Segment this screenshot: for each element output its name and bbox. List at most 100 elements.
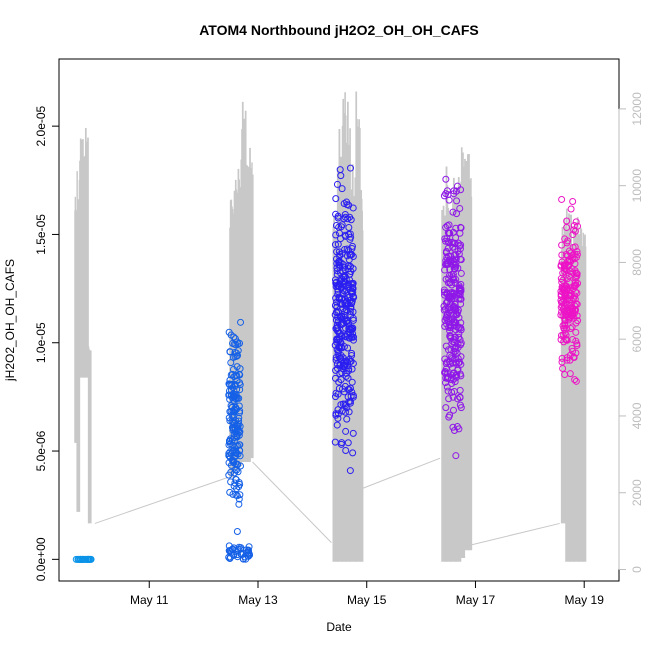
data-point [234, 468, 242, 476]
data-point [226, 376, 234, 384]
data-point [447, 353, 455, 361]
data-point [456, 255, 464, 263]
data-point [333, 309, 341, 317]
data-point [449, 406, 457, 414]
data-point [236, 386, 244, 394]
data-point [455, 294, 463, 302]
data-point [568, 345, 576, 353]
right-tick-label: 6000 [630, 326, 644, 353]
data-point [342, 302, 350, 310]
data-point [445, 221, 453, 229]
altitude-burst [560, 218, 567, 524]
data-point [227, 468, 235, 476]
data-point [331, 241, 339, 249]
data-point [231, 390, 239, 398]
data-point [561, 261, 569, 269]
data-point [452, 187, 460, 195]
data-point [444, 244, 452, 252]
data-point [457, 241, 465, 249]
data-point [336, 313, 344, 321]
data-point [345, 246, 353, 254]
data-point [565, 247, 573, 255]
altitude-line [94, 476, 229, 524]
altitude-burst [468, 153, 473, 551]
data-point [228, 417, 236, 425]
data-point [443, 383, 451, 391]
data-point [233, 527, 241, 535]
data-point [456, 286, 464, 294]
altitude-burst [565, 208, 571, 562]
x-tick-label: May 15 [347, 593, 387, 607]
data-point [457, 269, 465, 277]
data-point [332, 356, 340, 364]
data-point [335, 229, 343, 237]
data-point [232, 491, 240, 499]
data-point [231, 407, 239, 415]
data-point [229, 419, 237, 427]
data-point [453, 197, 461, 205]
data-point [564, 311, 572, 319]
data-point [345, 224, 353, 232]
data-point [569, 336, 577, 344]
data-point [562, 331, 570, 339]
data-point [444, 238, 452, 246]
data-point [568, 323, 576, 331]
data-point [334, 390, 342, 398]
data-point [228, 370, 236, 378]
data-point [452, 309, 460, 317]
altitude-burst [233, 179, 238, 470]
data-point [339, 260, 347, 268]
data-point [332, 195, 340, 203]
data-point [335, 378, 343, 386]
data-point [456, 394, 464, 402]
data-point [341, 245, 349, 253]
data-point [457, 341, 465, 349]
data-point [349, 325, 357, 333]
data-point [561, 371, 569, 379]
data-point [338, 185, 346, 193]
data-point [442, 404, 450, 412]
data-point [333, 180, 341, 188]
data-point [449, 239, 457, 247]
data-point [346, 276, 354, 284]
data-point [349, 285, 357, 293]
data-point [442, 299, 450, 307]
data-point [560, 324, 568, 332]
data-point [346, 467, 354, 475]
data-point [74, 555, 82, 563]
data-point [440, 192, 448, 200]
data-point [456, 204, 464, 212]
data-point [448, 295, 456, 303]
data-point [457, 372, 465, 380]
altitude-burst [245, 147, 251, 463]
data-point [233, 551, 241, 559]
data-point [442, 260, 450, 268]
data-point [449, 338, 457, 346]
altitude-burst [249, 162, 254, 459]
data-point [341, 272, 349, 280]
data-point [457, 353, 465, 361]
data-point [233, 425, 241, 433]
data-point [331, 341, 339, 349]
data-point [332, 222, 340, 230]
altitude-burst [445, 166, 452, 562]
data-point [343, 369, 351, 377]
data-point [572, 319, 580, 327]
data-point [450, 427, 458, 435]
data-point [235, 402, 243, 410]
chart-title: ATOM4 Northbound jH2O2_OH_OH_CAFS [199, 22, 479, 38]
data-point [226, 437, 234, 445]
data-point [563, 275, 571, 283]
data-point [347, 251, 355, 259]
data-point [237, 318, 245, 326]
data-point [231, 348, 239, 356]
data-point [245, 550, 253, 558]
data-point [333, 303, 341, 311]
data-point [225, 450, 233, 458]
data-point [449, 256, 457, 264]
altitude-trace [74, 91, 587, 562]
data-point [344, 374, 352, 382]
data-point [338, 332, 346, 340]
data-point [344, 215, 352, 223]
data-point [338, 249, 346, 257]
